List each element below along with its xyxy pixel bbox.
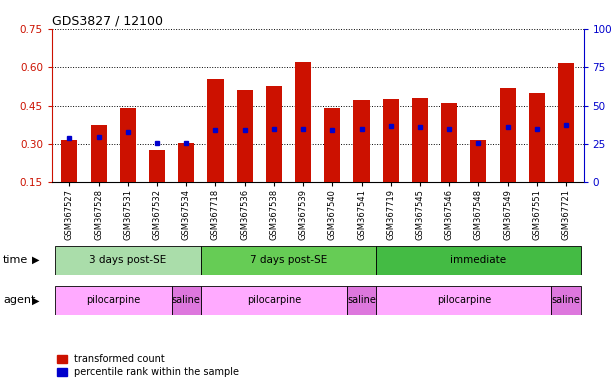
Bar [266, 86, 282, 182]
Bar [376, 286, 551, 315]
Bar [529, 93, 545, 182]
Bar [470, 140, 486, 182]
Bar [149, 151, 165, 182]
Text: time: time [3, 255, 28, 265]
Bar [90, 125, 107, 182]
Bar [558, 63, 574, 182]
Text: ▶: ▶ [32, 255, 39, 265]
Bar [172, 286, 201, 315]
Text: pilocarpine: pilocarpine [437, 295, 491, 306]
Bar [382, 99, 399, 182]
Text: saline: saline [347, 295, 376, 306]
Text: pilocarpine: pilocarpine [86, 295, 141, 306]
Bar [201, 286, 347, 315]
Bar [55, 246, 201, 275]
Legend: transformed count, percentile rank within the sample: transformed count, percentile rank withi… [57, 354, 240, 377]
Bar [441, 103, 457, 182]
Bar [324, 108, 340, 182]
Bar [551, 286, 580, 315]
Bar [120, 108, 136, 182]
Bar [55, 286, 172, 315]
Text: 3 days post-SE: 3 days post-SE [89, 255, 167, 265]
Bar [236, 90, 253, 182]
Text: GDS3827 / 12100: GDS3827 / 12100 [52, 15, 163, 28]
Text: saline: saline [552, 295, 580, 306]
Bar [500, 88, 516, 182]
Bar [295, 62, 311, 182]
Bar [178, 143, 194, 182]
Bar [208, 79, 224, 182]
Text: immediate: immediate [450, 255, 507, 265]
Bar [412, 98, 428, 182]
Bar [62, 140, 78, 182]
Bar [376, 246, 580, 275]
Bar [354, 101, 370, 182]
Text: saline: saline [172, 295, 201, 306]
Bar [201, 246, 376, 275]
Text: agent: agent [3, 295, 35, 306]
Bar [347, 286, 376, 315]
Text: ▶: ▶ [32, 295, 39, 306]
Text: 7 days post-SE: 7 days post-SE [250, 255, 327, 265]
Text: pilocarpine: pilocarpine [247, 295, 301, 306]
